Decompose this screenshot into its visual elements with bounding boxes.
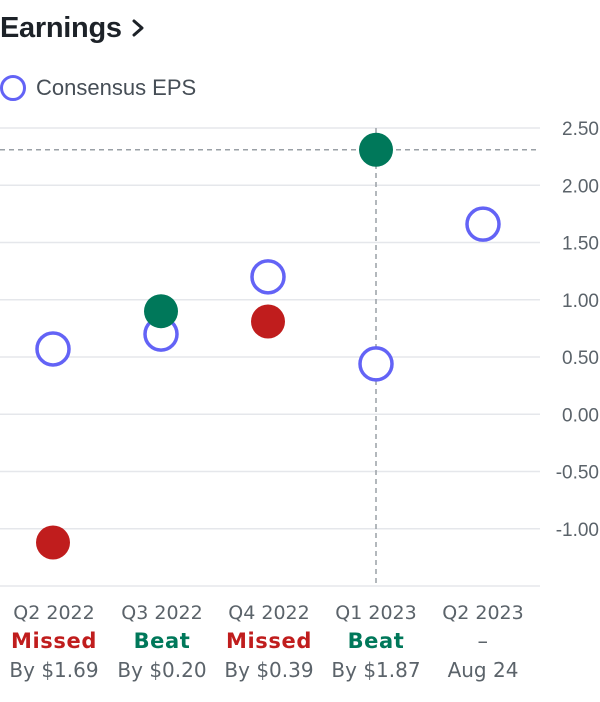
result-status: – (477, 629, 489, 653)
consensus-eps-legend-icon (0, 75, 26, 101)
quarter-column[interactable]: Q2 2022 Missed By $1.69 (0, 600, 108, 685)
consensus-eps-point (250, 259, 286, 295)
quarter-column[interactable]: Q1 2023 Beat By $1.87 (322, 600, 430, 685)
consensus-eps-point (358, 346, 394, 382)
earnings-header[interactable]: Earnings (0, 8, 148, 48)
legend-label: Consensus EPS (36, 75, 197, 100)
y-tick-label: 2.00 (562, 176, 599, 197)
result-status: Missed (11, 629, 97, 653)
quarter-column[interactable]: Q2 2023 – Aug 24 (429, 600, 537, 685)
result-status: Beat (133, 629, 191, 653)
result-detail: By $0.39 (224, 658, 314, 682)
quarter-column[interactable]: Q4 2022 Missed By $0.39 (215, 600, 323, 685)
actual-eps-point (359, 132, 393, 167)
actual-eps-point (251, 304, 285, 339)
chevron-right-icon[interactable] (128, 18, 148, 38)
consensus-eps-point (465, 206, 501, 242)
y-tick-label: 1.50 (562, 234, 599, 255)
quarter-label: Q2 2022 (13, 602, 95, 624)
quarter-column[interactable]: Q3 2022 Beat By $0.20 (108, 600, 216, 685)
y-tick-label: -1.00 (556, 520, 599, 541)
y-tick-label: 0.50 (562, 348, 599, 369)
quarter-label: Q1 2023 (335, 602, 417, 624)
y-tick-label: 2.50 (562, 119, 599, 140)
y-tick-label: -0.50 (556, 463, 599, 484)
actual-eps-point (144, 294, 178, 329)
quarter-label: Q2 2023 (442, 602, 524, 624)
result-detail: Aug 24 (447, 658, 519, 682)
result-status: Beat (347, 629, 405, 653)
consensus-eps-point (35, 331, 71, 367)
result-status: Missed (226, 629, 312, 653)
result-detail: By $1.87 (331, 658, 421, 682)
y-tick-label: 0.00 (562, 405, 599, 426)
quarter-label: Q4 2022 (228, 602, 310, 624)
y-tick-label: 1.00 (562, 291, 599, 312)
result-detail: By $0.20 (117, 658, 207, 682)
quarter-label: Q3 2022 (121, 602, 203, 624)
actual-eps-point (36, 525, 70, 560)
result-detail: By $1.69 (9, 658, 99, 682)
chart-legend: Consensus EPS (0, 70, 196, 106)
earnings-chart: 2.50 2.00 1.50 1.00 0.50 0.00 -0.50 -1.00 (0, 119, 599, 587)
earnings-title[interactable]: Earnings (0, 11, 122, 44)
